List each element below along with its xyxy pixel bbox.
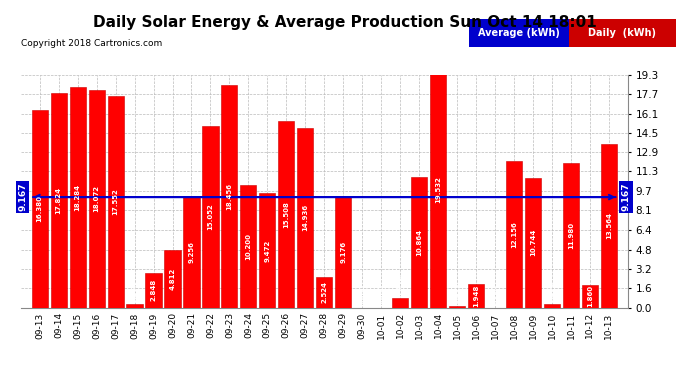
Bar [544,304,560,307]
Text: 0.264: 0.264 [132,281,137,303]
Text: 12.156: 12.156 [511,221,517,248]
Bar [316,277,333,308]
Text: 16.380: 16.380 [37,195,43,222]
Text: 9.167: 9.167 [622,183,631,212]
Bar [278,121,295,308]
Text: Daily  (kWh): Daily (kWh) [589,28,656,38]
Text: 18.284: 18.284 [75,184,81,211]
Text: 2.848: 2.848 [150,279,157,302]
Text: 17.552: 17.552 [112,188,119,215]
Bar [146,273,161,308]
Text: 17.824: 17.824 [56,187,61,214]
Bar [563,163,579,308]
Bar [221,85,237,308]
Text: 9.472: 9.472 [264,239,270,262]
Text: 18.456: 18.456 [226,183,233,210]
Text: 18.072: 18.072 [94,185,99,212]
Text: 2.524: 2.524 [322,281,327,303]
Text: 0.256: 0.256 [549,281,555,303]
Text: 9.167: 9.167 [18,183,27,212]
Text: 15.052: 15.052 [208,204,213,230]
Text: Copyright 2018 Cartronics.com: Copyright 2018 Cartronics.com [21,39,162,48]
Text: 1.948: 1.948 [473,285,479,307]
Bar [469,19,569,47]
Text: 0.000: 0.000 [359,284,365,306]
Text: 10.200: 10.200 [246,232,251,260]
Bar [582,285,598,308]
Bar [392,298,408,307]
Bar [525,178,541,308]
Bar [126,304,143,307]
Text: 0.000: 0.000 [378,284,384,306]
Bar [184,196,199,308]
Bar [601,144,617,308]
Bar [88,90,105,308]
Bar [50,93,67,308]
Bar [164,249,181,308]
Text: 11.980: 11.980 [568,222,574,249]
Bar [259,194,275,308]
Text: 13.564: 13.564 [606,212,612,239]
Text: 0.000: 0.000 [492,284,498,306]
Text: 0.796: 0.796 [397,274,403,297]
Text: 10.864: 10.864 [416,228,422,256]
Bar [108,96,124,308]
Text: Daily Solar Energy & Average Production Sun Oct 14 18:01: Daily Solar Energy & Average Production … [93,15,597,30]
Text: 0.160: 0.160 [454,282,460,304]
Bar [449,306,465,308]
Bar [335,197,351,308]
Bar [506,161,522,308]
Bar [430,72,446,308]
Text: 19.532: 19.532 [435,176,441,203]
Bar [70,87,86,308]
Bar [202,126,219,308]
Text: 10.744: 10.744 [530,229,536,256]
Text: Average (kWh): Average (kWh) [478,28,560,38]
Bar [468,284,484,308]
Bar [32,110,48,308]
Text: 9.256: 9.256 [188,241,195,262]
Text: 1.860: 1.860 [587,285,593,308]
Text: 15.508: 15.508 [284,201,289,228]
Bar [240,184,257,308]
Text: 9.176: 9.176 [340,241,346,263]
Bar [411,177,427,308]
Text: 4.812: 4.812 [170,267,175,290]
Bar [297,128,313,308]
Text: 14.936: 14.936 [302,204,308,231]
Bar [569,19,676,47]
